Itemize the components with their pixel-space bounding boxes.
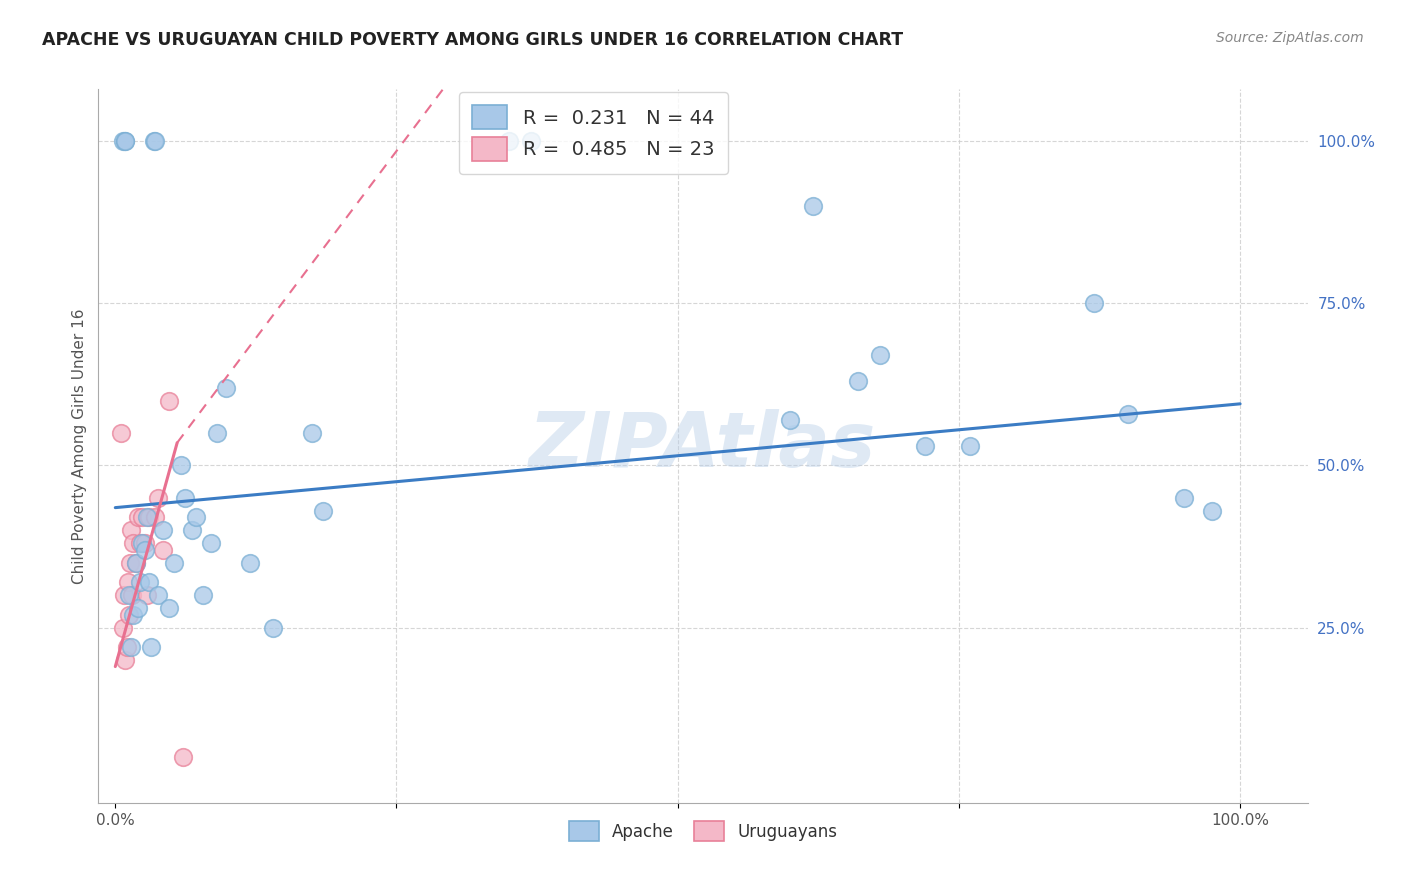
Point [157, 601, 180, 615]
Point [110, 425, 132, 440]
Point [122, 536, 145, 550]
Point [1083, 296, 1105, 310]
Point [959, 439, 981, 453]
Point [114, 653, 136, 667]
Point [163, 556, 186, 570]
Point [124, 556, 146, 570]
Point [172, 750, 194, 764]
Text: Source: ZipAtlas.com: Source: ZipAtlas.com [1216, 31, 1364, 45]
Point [127, 510, 149, 524]
Point [1173, 491, 1195, 505]
Point [118, 588, 141, 602]
Text: ZIPAtlas: ZIPAtlas [529, 409, 877, 483]
Point [134, 542, 156, 557]
Point [157, 393, 180, 408]
Point [142, 134, 165, 148]
Point [869, 348, 891, 362]
Point [112, 588, 135, 602]
Point [118, 556, 141, 570]
Point [129, 575, 152, 590]
Point [146, 588, 169, 602]
Point [114, 134, 136, 148]
Point [131, 510, 153, 524]
Y-axis label: Child Poverty Among Girls Under 16: Child Poverty Among Girls Under 16 [72, 309, 87, 583]
Point [801, 199, 824, 213]
Point [134, 536, 156, 550]
Point [143, 134, 166, 148]
Point [200, 536, 222, 550]
Point [186, 510, 208, 524]
Point [141, 640, 163, 654]
Point [174, 491, 197, 505]
Point [127, 601, 149, 615]
Point [205, 425, 228, 440]
Point [117, 575, 139, 590]
Point [846, 374, 869, 388]
Point [914, 439, 936, 453]
Point [152, 542, 174, 557]
Point [520, 134, 543, 148]
Point [146, 491, 169, 505]
Point [301, 425, 323, 440]
Point [191, 588, 214, 602]
Point [114, 134, 136, 148]
Point [180, 524, 202, 538]
Point [135, 510, 157, 524]
Point [112, 621, 135, 635]
Point [138, 575, 160, 590]
Point [152, 524, 174, 538]
Point [135, 588, 157, 602]
Point [239, 556, 262, 570]
Point [121, 588, 143, 602]
Point [138, 510, 160, 524]
Point [124, 556, 146, 570]
Legend: Apache, Uruguayans: Apache, Uruguayans [562, 814, 844, 848]
Point [498, 134, 520, 148]
Point [118, 607, 141, 622]
Point [112, 134, 135, 148]
Point [779, 413, 801, 427]
Point [129, 536, 152, 550]
Point [214, 381, 236, 395]
Point [115, 640, 138, 654]
Point [143, 510, 166, 524]
Point [169, 458, 191, 473]
Point [1201, 504, 1223, 518]
Point [312, 504, 335, 518]
Point [262, 621, 284, 635]
Point [122, 607, 145, 622]
Text: APACHE VS URUGUAYAN CHILD POVERTY AMONG GIRLS UNDER 16 CORRELATION CHART: APACHE VS URUGUAYAN CHILD POVERTY AMONG … [42, 31, 903, 49]
Point [120, 524, 142, 538]
Point [120, 640, 142, 654]
Point [131, 536, 153, 550]
Point [1116, 407, 1139, 421]
